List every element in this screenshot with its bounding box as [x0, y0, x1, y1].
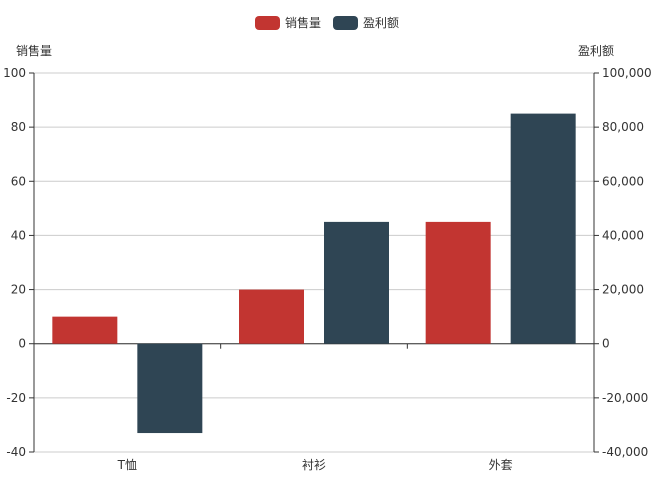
right-tick-label: 40,000: [602, 228, 644, 242]
right-tick-label: 60,000: [602, 174, 644, 188]
left-axis-name: 销售量: [16, 44, 53, 58]
bar-sales: [425, 221, 491, 344]
left-tick-label: -40: [6, 445, 26, 459]
legend: 销售量 盈利额: [0, 14, 654, 31]
right-tick-label: 20,000: [602, 283, 644, 297]
x-tick-label: 衬衫: [302, 458, 326, 472]
left-tick-label: 40: [11, 228, 26, 242]
bar-sales: [52, 316, 118, 344]
bar-profit: [137, 343, 203, 434]
legend-item-profit[interactable]: 盈利额: [333, 14, 399, 31]
right-tick-label: 100,000: [602, 66, 652, 80]
x-tick-label: T恤: [117, 458, 137, 472]
x-tick-label: 外套: [489, 458, 513, 472]
left-tick-label: 0: [18, 337, 26, 351]
left-tick-label: 60: [11, 174, 26, 188]
bar-sales: [239, 289, 304, 344]
legend-swatch-profit: [333, 15, 358, 30]
right-tick-label: -40,000: [602, 445, 648, 459]
legend-item-sales[interactable]: 销售量: [254, 14, 321, 31]
legend-label-profit: 盈利额: [363, 16, 400, 30]
right-tick-label: 0: [602, 337, 610, 351]
legend-label-sales: 销售量: [284, 16, 321, 30]
right-tick-label: -20,000: [602, 391, 648, 405]
right-tick-label: 80,000: [602, 120, 644, 134]
left-tick-label: -20: [6, 391, 26, 405]
right-axis-name: 盈利额: [577, 44, 614, 58]
left-tick-label: 100: [3, 66, 26, 80]
left-tick-label: 20: [11, 283, 26, 297]
bar-profit: [324, 221, 389, 344]
left-tick-label: 80: [11, 120, 26, 134]
bar-profit: [510, 113, 576, 344]
legend-swatch-sales: [254, 15, 280, 30]
